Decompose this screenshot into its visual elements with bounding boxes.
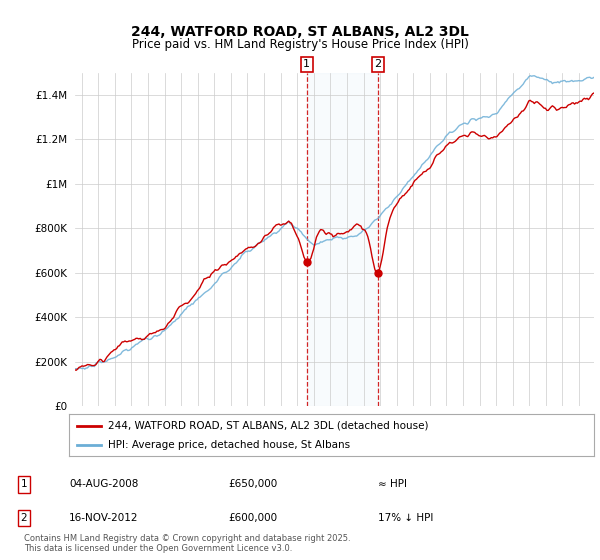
Text: 16-NOV-2012: 16-NOV-2012: [69, 513, 139, 523]
Text: Price paid vs. HM Land Registry's House Price Index (HPI): Price paid vs. HM Land Registry's House …: [131, 38, 469, 51]
Text: ≈ HPI: ≈ HPI: [378, 479, 407, 489]
Text: £600,000: £600,000: [228, 513, 277, 523]
Text: 1: 1: [304, 59, 310, 69]
Text: 04-AUG-2008: 04-AUG-2008: [69, 479, 139, 489]
Text: HPI: Average price, detached house, St Albans: HPI: Average price, detached house, St A…: [109, 440, 350, 450]
Bar: [307, 73, 378, 406]
Text: 17% ↓ HPI: 17% ↓ HPI: [378, 513, 433, 523]
Text: 1: 1: [20, 479, 28, 489]
Text: 2: 2: [374, 59, 382, 69]
Text: 2: 2: [20, 513, 28, 523]
Text: 244, WATFORD ROAD, ST ALBANS, AL2 3DL (detached house): 244, WATFORD ROAD, ST ALBANS, AL2 3DL (d…: [109, 421, 429, 431]
Text: 244, WATFORD ROAD, ST ALBANS, AL2 3DL: 244, WATFORD ROAD, ST ALBANS, AL2 3DL: [131, 25, 469, 39]
Text: £650,000: £650,000: [228, 479, 277, 489]
Text: Contains HM Land Registry data © Crown copyright and database right 2025.
This d: Contains HM Land Registry data © Crown c…: [24, 534, 350, 553]
